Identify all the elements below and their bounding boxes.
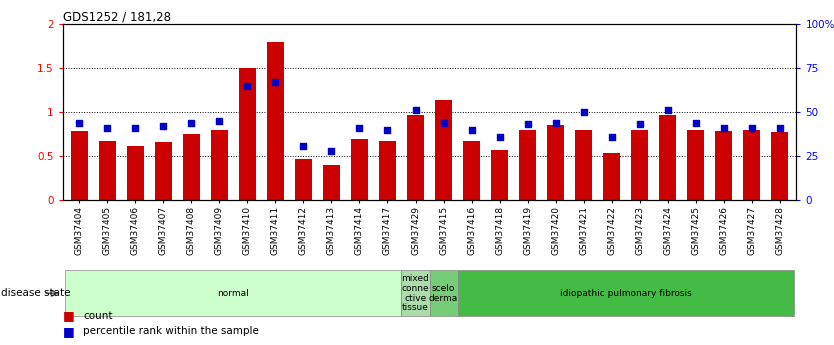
Bar xyxy=(463,141,480,200)
Point xyxy=(465,127,478,132)
Text: scelo
derma: scelo derma xyxy=(429,284,458,303)
Bar xyxy=(631,130,648,200)
Bar xyxy=(379,141,396,200)
Point xyxy=(101,125,114,131)
Text: disease state: disease state xyxy=(1,288,70,298)
Point xyxy=(409,108,422,113)
Point xyxy=(661,108,674,113)
Bar xyxy=(155,142,172,200)
Bar xyxy=(458,270,794,316)
Bar xyxy=(407,115,424,200)
Bar xyxy=(323,165,340,200)
Bar xyxy=(659,115,676,200)
Bar xyxy=(401,270,430,316)
Point xyxy=(745,125,758,131)
Bar xyxy=(211,130,228,200)
Bar xyxy=(99,141,116,200)
Bar xyxy=(575,130,592,200)
Bar xyxy=(743,130,760,200)
Text: idiopathic pulmonary fibrosis: idiopathic pulmonary fibrosis xyxy=(560,289,691,298)
Point xyxy=(269,79,282,85)
Text: ■: ■ xyxy=(63,325,74,338)
Bar xyxy=(239,68,256,200)
Point xyxy=(717,125,731,131)
Bar xyxy=(65,270,401,316)
Bar xyxy=(519,130,536,200)
Text: ■: ■ xyxy=(63,309,74,322)
Point xyxy=(577,109,590,115)
Point xyxy=(241,83,254,89)
Text: mixed
conne
ctive
tissue: mixed conne ctive tissue xyxy=(401,274,430,312)
Bar xyxy=(491,150,508,200)
Point xyxy=(324,148,338,154)
Point xyxy=(128,125,142,131)
Point xyxy=(493,134,506,139)
Bar xyxy=(603,154,620,200)
Bar xyxy=(295,159,312,200)
Bar xyxy=(127,146,143,200)
Point xyxy=(437,120,450,126)
Bar xyxy=(351,139,368,200)
Bar xyxy=(547,125,564,200)
Point xyxy=(157,124,170,129)
Bar xyxy=(687,130,704,200)
Bar xyxy=(267,42,284,200)
Point xyxy=(185,120,198,126)
Point xyxy=(633,122,646,127)
Point xyxy=(381,127,394,132)
Bar xyxy=(71,131,88,200)
Point xyxy=(353,125,366,131)
Point xyxy=(297,143,310,148)
Point xyxy=(213,118,226,124)
Point xyxy=(73,120,86,126)
Text: percentile rank within the sample: percentile rank within the sample xyxy=(83,326,259,336)
Point xyxy=(773,125,786,131)
Point xyxy=(605,134,618,139)
Bar xyxy=(435,100,452,200)
Point xyxy=(549,120,562,126)
Bar xyxy=(716,131,732,200)
Point xyxy=(521,122,535,127)
Bar xyxy=(183,134,200,200)
Point xyxy=(689,120,702,126)
Text: normal: normal xyxy=(218,289,249,298)
Bar xyxy=(771,132,788,200)
Bar xyxy=(430,270,458,316)
Text: GDS1252 / 181,28: GDS1252 / 181,28 xyxy=(63,10,170,23)
Text: count: count xyxy=(83,311,113,321)
